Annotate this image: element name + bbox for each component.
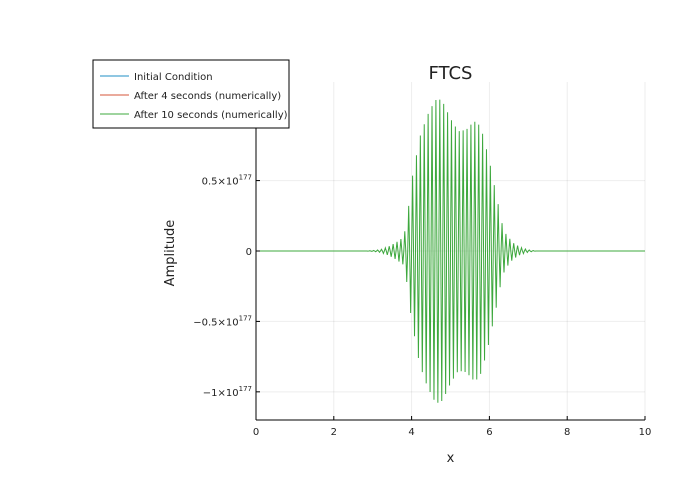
y-tick-label: −0.5×10177 xyxy=(193,314,252,328)
x-tick-label: 10 xyxy=(639,427,652,438)
chart-title: FTCS xyxy=(429,63,473,84)
x-tick-label: 2 xyxy=(331,427,337,438)
series-layer xyxy=(256,99,645,403)
x-tick-label: 0 xyxy=(253,427,259,438)
x-axis-label: x xyxy=(447,451,455,466)
legend-entry: Initial Condition xyxy=(134,72,213,83)
series-after-10-seconds-line xyxy=(256,99,645,403)
legend-box xyxy=(92,59,290,129)
legend-entry: After 10 seconds (numerically) xyxy=(134,110,288,121)
x-tick-label: 4 xyxy=(408,427,414,438)
axes: 0 2 4 6 8 10 0.5×10177 0 −0.5×10177 −1×10177 xyxy=(193,82,651,438)
legend-entry: After 4 seconds (numerically) xyxy=(134,91,281,102)
y-tick-label: 0.5×10177 xyxy=(202,174,252,188)
legend: Initial Condition After 4 seconds (numeri… xyxy=(92,59,290,129)
y-tick-label: 0 xyxy=(246,247,252,258)
y-axis-label: Amplitude xyxy=(163,220,178,287)
x-tick-label: 6 xyxy=(486,427,492,438)
x-tick-label: 8 xyxy=(564,427,570,438)
y-tick-label: −1×10177 xyxy=(203,385,252,399)
